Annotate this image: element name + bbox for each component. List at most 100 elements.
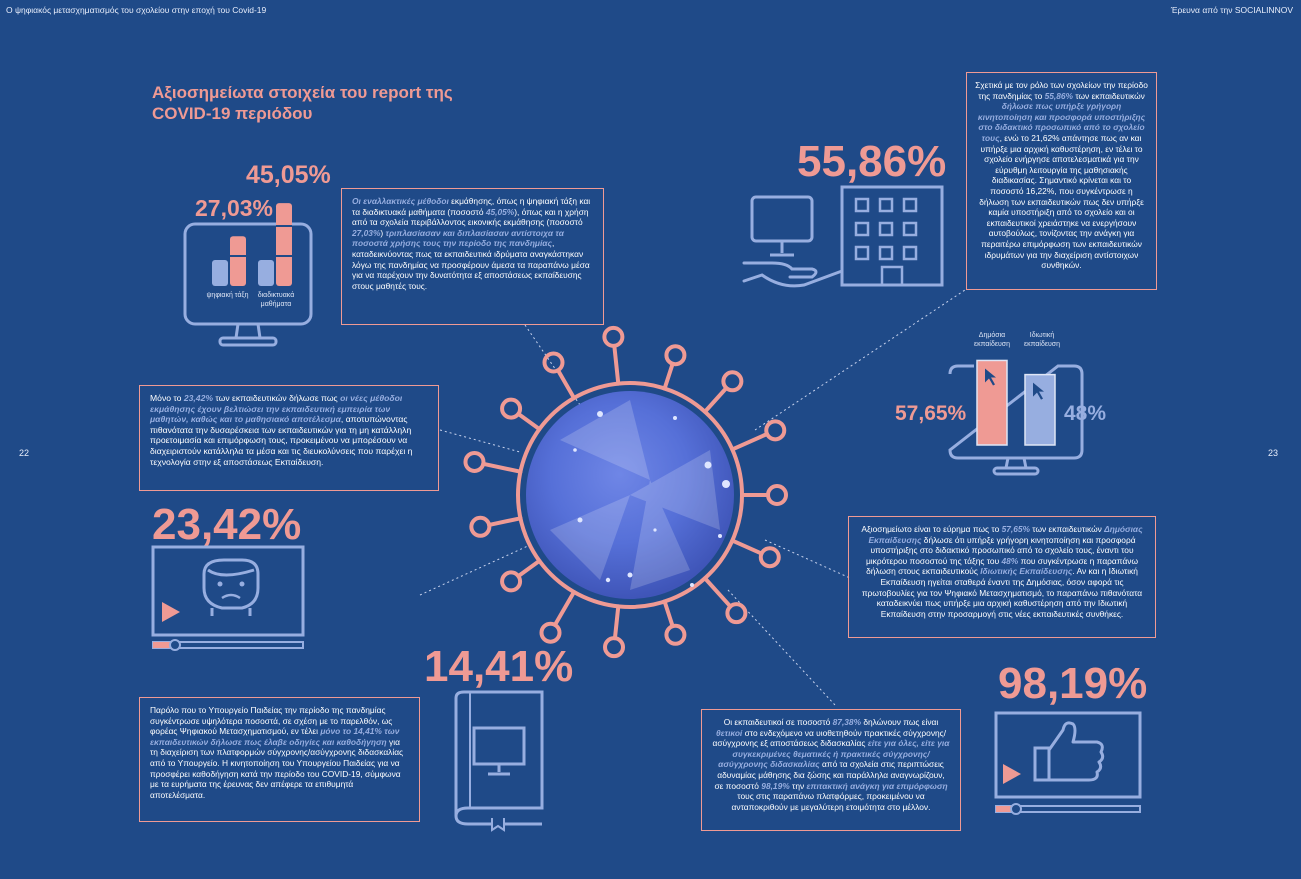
virus-spike [662, 361, 675, 391]
page-number-left: 22 [19, 448, 30, 458]
box1-text: ) [380, 227, 386, 238]
virus-spike [702, 576, 733, 609]
box1-text: ), όπως και η χρήση από τα σχολεία περιβ… [352, 206, 589, 228]
virus-spike [481, 461, 523, 474]
monitor-bar-chart-icon [183, 222, 313, 347]
box6-highlight: είτε για όλες, είτε για συγκεκριμένες θε… [718, 738, 950, 770]
monitor-cursor-icon [948, 364, 1084, 476]
virus-spike-head [463, 450, 486, 473]
box2-text: Σχετικά με τον ρόλο των σχολείων την περ… [975, 80, 1148, 101]
page-number-right: 23 [1268, 448, 1279, 458]
mini-chart-1-bar-light-2 [258, 260, 274, 286]
box2-text: των εκπαιδευτικών [1073, 90, 1145, 101]
mini-chart-2-bar-2 [1024, 373, 1056, 446]
box4-highlight: Ιδιωτικής Εκπαίδευσης [980, 566, 1073, 577]
box5-text: για τη διαχείριση των πλατφορμών σύγχρον… [150, 736, 404, 800]
header-right-text: Έρευνα από την SOCIALINNOV [1170, 5, 1293, 15]
box2-value: 55,86% [1044, 90, 1073, 101]
mini-bar-chart-1 [212, 203, 292, 286]
box6-highlight: επιτακτική ανάγκη για επιμόρφωση [806, 780, 948, 791]
mini-chart-1-label-2: διαδικτυακά μαθήματα [257, 292, 295, 308]
virus-spike-head [721, 370, 744, 393]
cursor-icon [1033, 382, 1044, 400]
box4-text: που συγκέντρωσε η παραπάνω δήλωση στους … [866, 555, 1139, 577]
book-with-monitor-icon [454, 690, 544, 832]
virus-spike-head [602, 325, 625, 348]
stat-57-65: 57,65% [895, 402, 967, 425]
virus-spike [556, 368, 576, 401]
box4-text: Αξιοσημείωτο είναι το εύρημα πως το [861, 524, 1002, 534]
box6-value: 87,38% [832, 717, 862, 727]
stat-14-41: 14,41% [424, 642, 574, 691]
virus-spike [612, 604, 621, 641]
building-with-monitor-icon [742, 185, 944, 288]
mini-chart-1-bar-light-1 [212, 260, 228, 286]
virus-spike-head [725, 602, 748, 625]
box5-highlight: μόνο το 14,41% των εκπαιδευτικών δήλωσε … [150, 726, 400, 747]
box1-highlight: τριπλασίασαν και διπλασίασαν αντίστοιχα … [352, 227, 564, 249]
virus-spike-head [539, 621, 562, 644]
box6-highlight: θετικοί [715, 727, 743, 738]
box4-value: 48% [1001, 555, 1019, 566]
box6-text: την [789, 780, 807, 791]
box1-text: Οι εναλλακτικές μέθοδοι [352, 196, 449, 206]
stat-98-19: 98,19% [998, 659, 1148, 708]
box4-highlight: Δημόσιας Εκπαίδευσης [868, 524, 1143, 545]
box2-text: , ενώ το 21,62% απάντησε πως αν και υπήρ… [979, 132, 1144, 271]
mini-chart-2-label-1: Δημόσια εκπαίδευση [973, 332, 1010, 348]
mini-chart-2-label-2: Ιδιωτική εκπαίδευση [1023, 332, 1060, 348]
mini-chart-2-bar-1 [976, 359, 1008, 446]
virus-spike-head [500, 397, 523, 420]
video-player-thumbs-up-icon [994, 711, 1142, 815]
virus-spike-head [664, 344, 687, 367]
info-box-ministry: Παρόλο που το Υπουργείο Παιδείας την περ… [139, 697, 420, 822]
virus-spike [516, 558, 542, 579]
mini-chart-1-label-1: ψηφιακή τάξη [206, 292, 249, 299]
virus-spike [662, 599, 675, 629]
virus-spike-head [603, 636, 626, 659]
box6-text: τους στις παραπάνω πλατφόρμες, προκειμέν… [731, 791, 931, 812]
box4-text: . Αν και η Ιδιωτική Εκπαίδευση ηγείται σ… [861, 566, 1143, 619]
virus-spike-head [758, 546, 781, 569]
stat-27-03: 27,03% [195, 195, 274, 221]
info-box-public-private: Αξιοσημείωτο είναι το εύρημα πως το 57,6… [848, 516, 1156, 638]
box3-text: Μόνο το [150, 393, 184, 403]
box5-text: Παρόλο που το Υπουργείο Παιδείας την περ… [150, 705, 393, 737]
virus-spike-head [764, 419, 787, 442]
box3-text: , αποτυπώνοντας πιθανότατα την δυσαρέσκε… [150, 414, 413, 467]
virus-spike [730, 431, 770, 452]
virus-spike [730, 538, 764, 556]
virus-spike-head [542, 351, 565, 374]
info-box-future-practices: Οι εκπαιδευτικοί σε ποσοστό 87,38% δηλών… [701, 709, 961, 831]
box2-highlight: δήλωσε πως υπήρξε γρήγορη κινητοποίηση κ… [977, 101, 1146, 143]
video-player-face-icon [151, 545, 305, 651]
page-title: Αξιοσημείωτα στοιχεία του report της COV… [152, 83, 453, 123]
stat-45-05: 45,05% [246, 161, 331, 189]
box1-value: 45,05% [485, 206, 515, 217]
virus-spike-head [766, 484, 788, 506]
virus-spike [553, 589, 576, 627]
virus-spike [516, 411, 542, 432]
mini-chart-1-bar-2 [276, 203, 292, 286]
box1-text: εκμάθησης, όπως η ψηφιακή τάξη και τα δι… [352, 196, 591, 217]
stat-48: 48% [1064, 402, 1107, 425]
virus-spike-head [469, 515, 492, 538]
info-box-alternative-methods: Οι εναλλακτικές μέθοδοι εκμάθησης, όπως … [341, 188, 604, 325]
mini-bar-chart-2 [976, 359, 1056, 446]
box6-value: 98,19% [761, 780, 790, 791]
box1-text: , καταδεικνύοντας πως τα εκπαιδευτικά ιδ… [352, 238, 590, 291]
box3-value: 23,42% [183, 393, 213, 403]
virus-spike-head [664, 623, 687, 646]
info-box-school-role: Σχετικά με τον ρόλο των σχολείων την περ… [966, 72, 1157, 290]
box6-text: από τα σχολεία στις περιπτώσεις αδυναμία… [714, 759, 945, 791]
box6-text: στο ενδεχόμενο να υιοθετηθούν πρακτικές … [712, 727, 947, 749]
box6-text: δηλώνουν πως είναι [861, 717, 939, 727]
stat-55-86: 55,86% [797, 137, 947, 186]
box4-text: των εκπαιδευτικών [1029, 524, 1105, 534]
virus-icon [463, 325, 788, 659]
box6-text: Οι εκπαιδευτικοί σε ποσοστό [723, 717, 833, 727]
stat-23-42: 23,42% [152, 500, 302, 549]
box4-text: δήλωσε ότι υπήρξε γρήγορη κινητοποίηση κ… [865, 534, 1136, 566]
virus-spike [702, 385, 729, 414]
virus-spike-head [500, 570, 523, 593]
